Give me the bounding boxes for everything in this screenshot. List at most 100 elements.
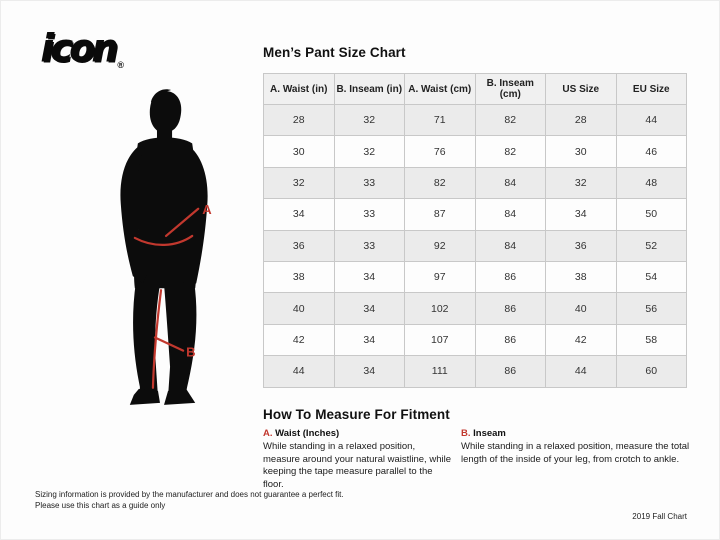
table-cell: 34	[545, 198, 617, 231]
waist-label-text: Waist (Inches)	[275, 428, 340, 439]
table-cell: 44	[545, 355, 617, 388]
table-cell: 102	[404, 292, 476, 325]
column-header: B. Inseam (in)	[333, 73, 405, 105]
disclaimer-line-1: Sizing information is provided by the ma…	[35, 490, 344, 499]
table-cell: 86	[474, 323, 546, 357]
inseam-pointer-line	[153, 336, 185, 352]
table-cell: 82	[474, 103, 546, 137]
table-cell: 52	[615, 229, 687, 262]
inseam-label-text: Inseam	[473, 428, 506, 439]
table-cell: 107	[404, 323, 476, 357]
table-cell: 33	[333, 198, 405, 231]
table-cell: 86	[474, 355, 546, 388]
table-cell: 48	[615, 166, 687, 200]
table-cell: 34	[333, 260, 405, 294]
table-cell: 84	[474, 198, 546, 231]
column-header: A. Waist (cm)	[404, 73, 476, 105]
table-cell: 33	[333, 166, 405, 200]
column-header: A. Waist (in)	[263, 73, 335, 105]
table-cell: 34	[333, 355, 405, 388]
table-cell: 32	[545, 166, 617, 200]
label-b: B	[186, 345, 195, 360]
table-cell: 86	[474, 260, 546, 294]
waist-measurement-line	[133, 234, 194, 246]
body-silhouette-illustration: A B	[120, 89, 212, 405]
table-cell: 44	[615, 103, 687, 137]
table-cell: 60	[615, 355, 687, 388]
size-chart-title: Men’s Pant Size Chart	[263, 45, 406, 60]
inseam-instructions-text: While standing in a relaxed position, me…	[461, 441, 690, 465]
waist-instructions-text: While standing in a relaxed position, me…	[263, 441, 451, 490]
table-cell: 42	[545, 323, 617, 357]
table-row: 40 34 102 86 40 56	[263, 292, 687, 325]
brand-logo-text: icon	[40, 27, 118, 71]
table-cell: 38	[263, 260, 335, 294]
brand-logo: icon ®	[40, 27, 125, 71]
size-table: A. Waist (in) B. Inseam (in) A. Waist (cm)…	[263, 73, 687, 388]
table-cell: 76	[404, 135, 476, 168]
measure-columns: A. Waist (Inches) While standing in a re…	[263, 428, 691, 491]
inseam-instructions: B. Inseam While standing in a relaxed po…	[461, 428, 691, 491]
table-cell: 42	[263, 323, 335, 357]
column-header: US Size	[545, 73, 617, 105]
table-cell: 33	[333, 229, 405, 262]
table-row: 32 33 82 84 32 48	[263, 166, 687, 200]
chart-version: 2019 Fall Chart	[632, 512, 687, 521]
table-row: 42 34 107 86 42 58	[263, 323, 687, 357]
waist-label: A. Waist (Inches)	[263, 428, 451, 439]
table-row: 30 32 76 82 30 46	[263, 135, 687, 168]
table-cell: 34	[333, 323, 405, 357]
inseam-label-prefix: B.	[461, 428, 471, 439]
table-cell: 32	[333, 103, 405, 137]
table-cell: 30	[545, 135, 617, 168]
table-cell: 40	[545, 292, 617, 325]
header-row: A. Waist (in) B. Inseam (in) A. Waist (cm)…	[263, 73, 687, 105]
table-cell: 32	[333, 135, 405, 168]
table-cell: 84	[474, 229, 546, 262]
table-cell: 40	[263, 292, 335, 325]
table-cell: 87	[404, 198, 476, 231]
table-cell: 82	[404, 166, 476, 200]
table-cell: 86	[474, 292, 546, 325]
table-cell: 32	[263, 166, 335, 200]
table-cell: 111	[404, 355, 476, 388]
table-cell: 54	[615, 260, 687, 294]
table-cell: 97	[404, 260, 476, 294]
table-cell: 36	[263, 229, 335, 262]
column-header: B. Inseam (cm)	[474, 73, 546, 105]
sizing-disclaimer: Sizing information is provided by the ma…	[35, 489, 344, 511]
column-header: EU Size	[615, 73, 687, 105]
table-cell: 28	[545, 103, 617, 137]
table-cell: 82	[474, 135, 546, 168]
table-cell: 58	[615, 323, 687, 357]
label-a: A	[202, 202, 212, 217]
size-chart-section: Men’s Pant Size Chart A. Waist (in) B. In…	[263, 45, 687, 388]
table-row: 38 34 97 86 38 54	[263, 260, 687, 294]
waist-label-prefix: A.	[263, 428, 273, 439]
table-cell: 36	[545, 229, 617, 262]
measurement-figure: A B	[79, 85, 241, 417]
table-cell: 38	[545, 260, 617, 294]
table-cell: 50	[615, 198, 687, 231]
table-row: 28 32 71 82 28 44	[263, 103, 687, 137]
table-cell: 44	[263, 355, 335, 388]
table-cell: 28	[263, 103, 335, 137]
table-row: 34 33 87 84 34 50	[263, 198, 687, 231]
table-cell: 56	[615, 292, 687, 325]
table-cell: 34	[263, 198, 335, 231]
table-cell: 30	[263, 135, 335, 168]
table-cell: 46	[615, 135, 687, 168]
table-cell: 71	[404, 103, 476, 137]
table-row: 36 33 92 84 36 52	[263, 229, 687, 262]
size-table-header: A. Waist (in) B. Inseam (in) A. Waist (cm)…	[263, 73, 687, 105]
table-cell: 92	[404, 229, 476, 262]
registered-trademark-icon: ®	[117, 60, 125, 70]
waist-pointer-line	[164, 207, 200, 238]
table-cell: 84	[474, 166, 546, 200]
table-row: 44 34 111 86 44 60	[263, 355, 687, 388]
how-to-measure-section: How To Measure For Fitment A. Waist (Inc…	[263, 407, 691, 491]
size-table-body: 28 32 71 82 28 44 30 32 76 82 30 46 32 33 82 84 32 48 34 33…	[263, 103, 687, 388]
table-cell: 34	[333, 292, 405, 325]
waist-instructions: A. Waist (Inches) While standing in a re…	[263, 428, 451, 491]
